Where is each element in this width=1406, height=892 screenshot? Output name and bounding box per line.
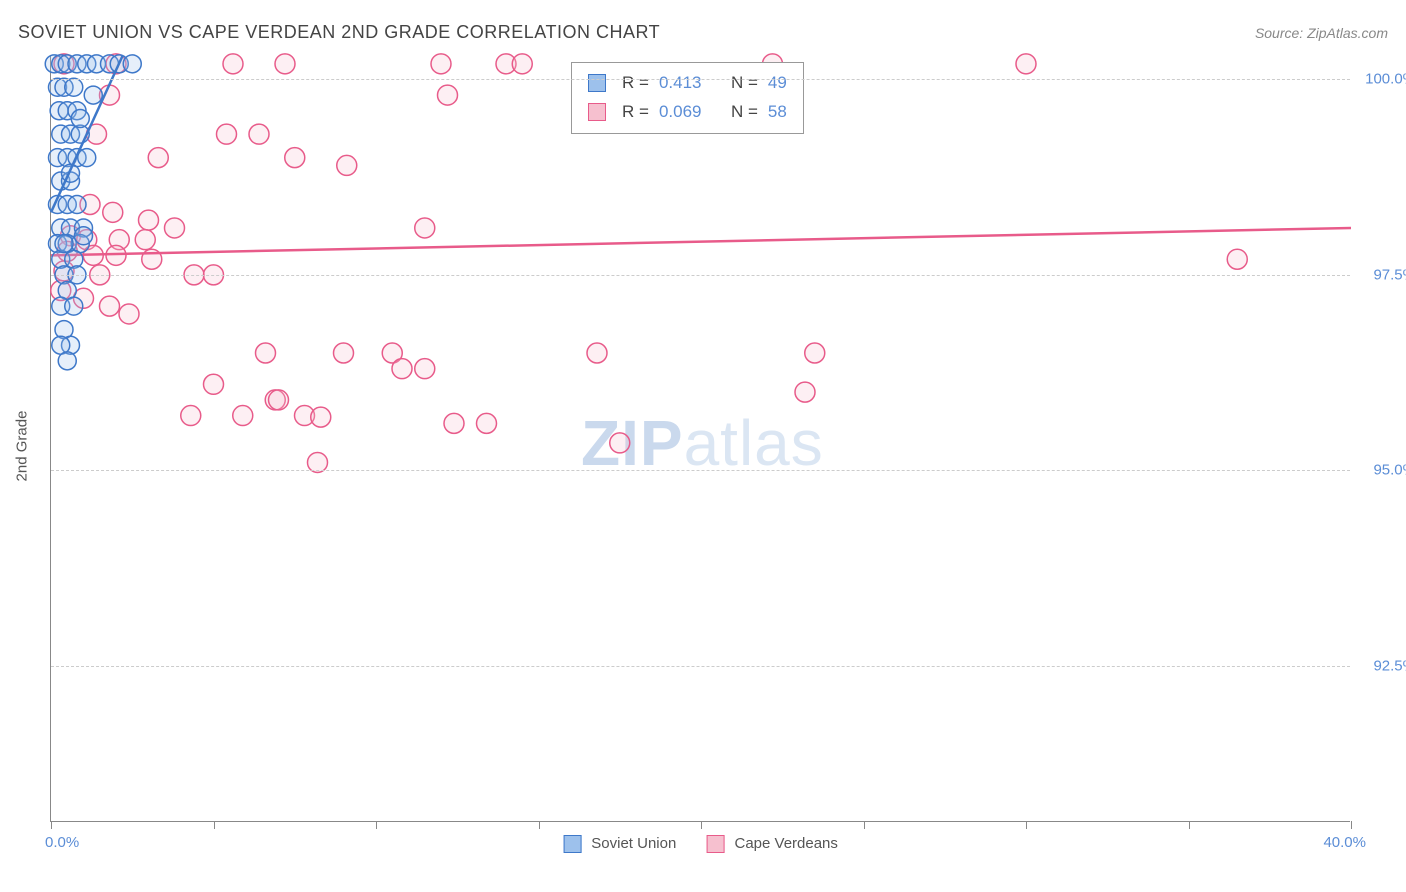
- point-soviet: [58, 352, 76, 370]
- point-soviet: [78, 149, 96, 167]
- correlation-legend: R = 0.413 N = 49 R = 0.069 N = 58: [571, 62, 804, 134]
- legend-item-soviet: Soviet Union: [563, 835, 676, 853]
- point-cape: [311, 407, 331, 427]
- swatch-soviet-icon: [563, 835, 581, 853]
- point-soviet: [65, 297, 83, 315]
- gridline-h: [51, 275, 1350, 276]
- point-cape: [444, 413, 464, 433]
- point-cape: [139, 210, 159, 230]
- point-soviet: [68, 196, 86, 214]
- x-tick-mark: [214, 821, 215, 829]
- x-tick-mark: [376, 821, 377, 829]
- x-tick-mark: [51, 821, 52, 829]
- point-cape: [275, 54, 295, 74]
- x-tick-mark: [539, 821, 540, 829]
- point-cape: [119, 304, 139, 324]
- y-tick-label: 95.0%: [1373, 462, 1406, 479]
- point-cape: [103, 202, 123, 222]
- point-cape: [181, 406, 201, 426]
- point-cape: [795, 382, 815, 402]
- point-cape: [431, 54, 451, 74]
- bottom-legend: Soviet Union Cape Verdeans: [563, 835, 838, 853]
- point-cape: [148, 148, 168, 168]
- point-cape: [1227, 249, 1247, 269]
- x-tick-max: 40.0%: [1323, 834, 1366, 851]
- chart-title: SOVIET UNION VS CAPE VERDEAN 2ND GRADE C…: [18, 22, 660, 43]
- point-cape: [512, 54, 532, 74]
- point-cape: [334, 343, 354, 363]
- y-tick-label: 100.0%: [1365, 71, 1406, 88]
- corr-row-soviet: R = 0.413 N = 49: [588, 69, 787, 98]
- point-cape: [217, 124, 237, 144]
- corr-row-cape: R = 0.069 N = 58: [588, 98, 787, 127]
- point-cape: [269, 390, 289, 410]
- trendline-cape: [51, 228, 1351, 255]
- point-cape: [165, 218, 185, 238]
- point-soviet: [55, 235, 73, 253]
- y-tick-label: 92.5%: [1373, 657, 1406, 674]
- point-cape: [223, 54, 243, 74]
- legend-item-cape: Cape Verdeans: [706, 835, 838, 853]
- x-tick-mark: [701, 821, 702, 829]
- point-cape: [337, 155, 357, 175]
- plot-area: ZIPatlas R = 0.413 N = 49 R = 0.069 N = …: [50, 56, 1350, 822]
- y-tick-label: 97.5%: [1373, 266, 1406, 283]
- point-cape: [610, 433, 630, 453]
- point-soviet: [123, 55, 141, 73]
- swatch-cape-icon: [706, 835, 724, 853]
- x-tick-mark: [1189, 821, 1190, 829]
- x-tick-mark: [1351, 821, 1352, 829]
- point-cape: [233, 406, 253, 426]
- point-cape: [285, 148, 305, 168]
- point-cape: [392, 359, 412, 379]
- point-soviet: [71, 110, 89, 128]
- y-axis-label: 2nd Grade: [14, 411, 31, 482]
- swatch-soviet: [588, 74, 606, 92]
- gridline-h: [51, 79, 1350, 80]
- point-soviet: [84, 86, 102, 104]
- point-cape: [438, 85, 458, 105]
- point-cape: [415, 359, 435, 379]
- point-cape: [204, 374, 224, 394]
- point-cape: [135, 230, 155, 250]
- point-soviet: [75, 227, 93, 245]
- point-soviet: [65, 250, 83, 268]
- x-tick-mark: [864, 821, 865, 829]
- x-tick-mark: [1026, 821, 1027, 829]
- gridline-h: [51, 666, 1350, 667]
- point-soviet: [65, 78, 83, 96]
- source-label: Source: ZipAtlas.com: [1255, 25, 1388, 41]
- point-cape: [415, 218, 435, 238]
- gridline-h: [51, 470, 1350, 471]
- point-cape: [587, 343, 607, 363]
- swatch-cape: [588, 103, 606, 121]
- point-cape: [249, 124, 269, 144]
- x-tick-min: 0.0%: [45, 834, 79, 851]
- point-cape: [1016, 54, 1036, 74]
- point-cape: [256, 343, 276, 363]
- point-cape: [100, 296, 120, 316]
- point-cape: [805, 343, 825, 363]
- scatter-svg: [51, 56, 1351, 822]
- point-cape: [477, 413, 497, 433]
